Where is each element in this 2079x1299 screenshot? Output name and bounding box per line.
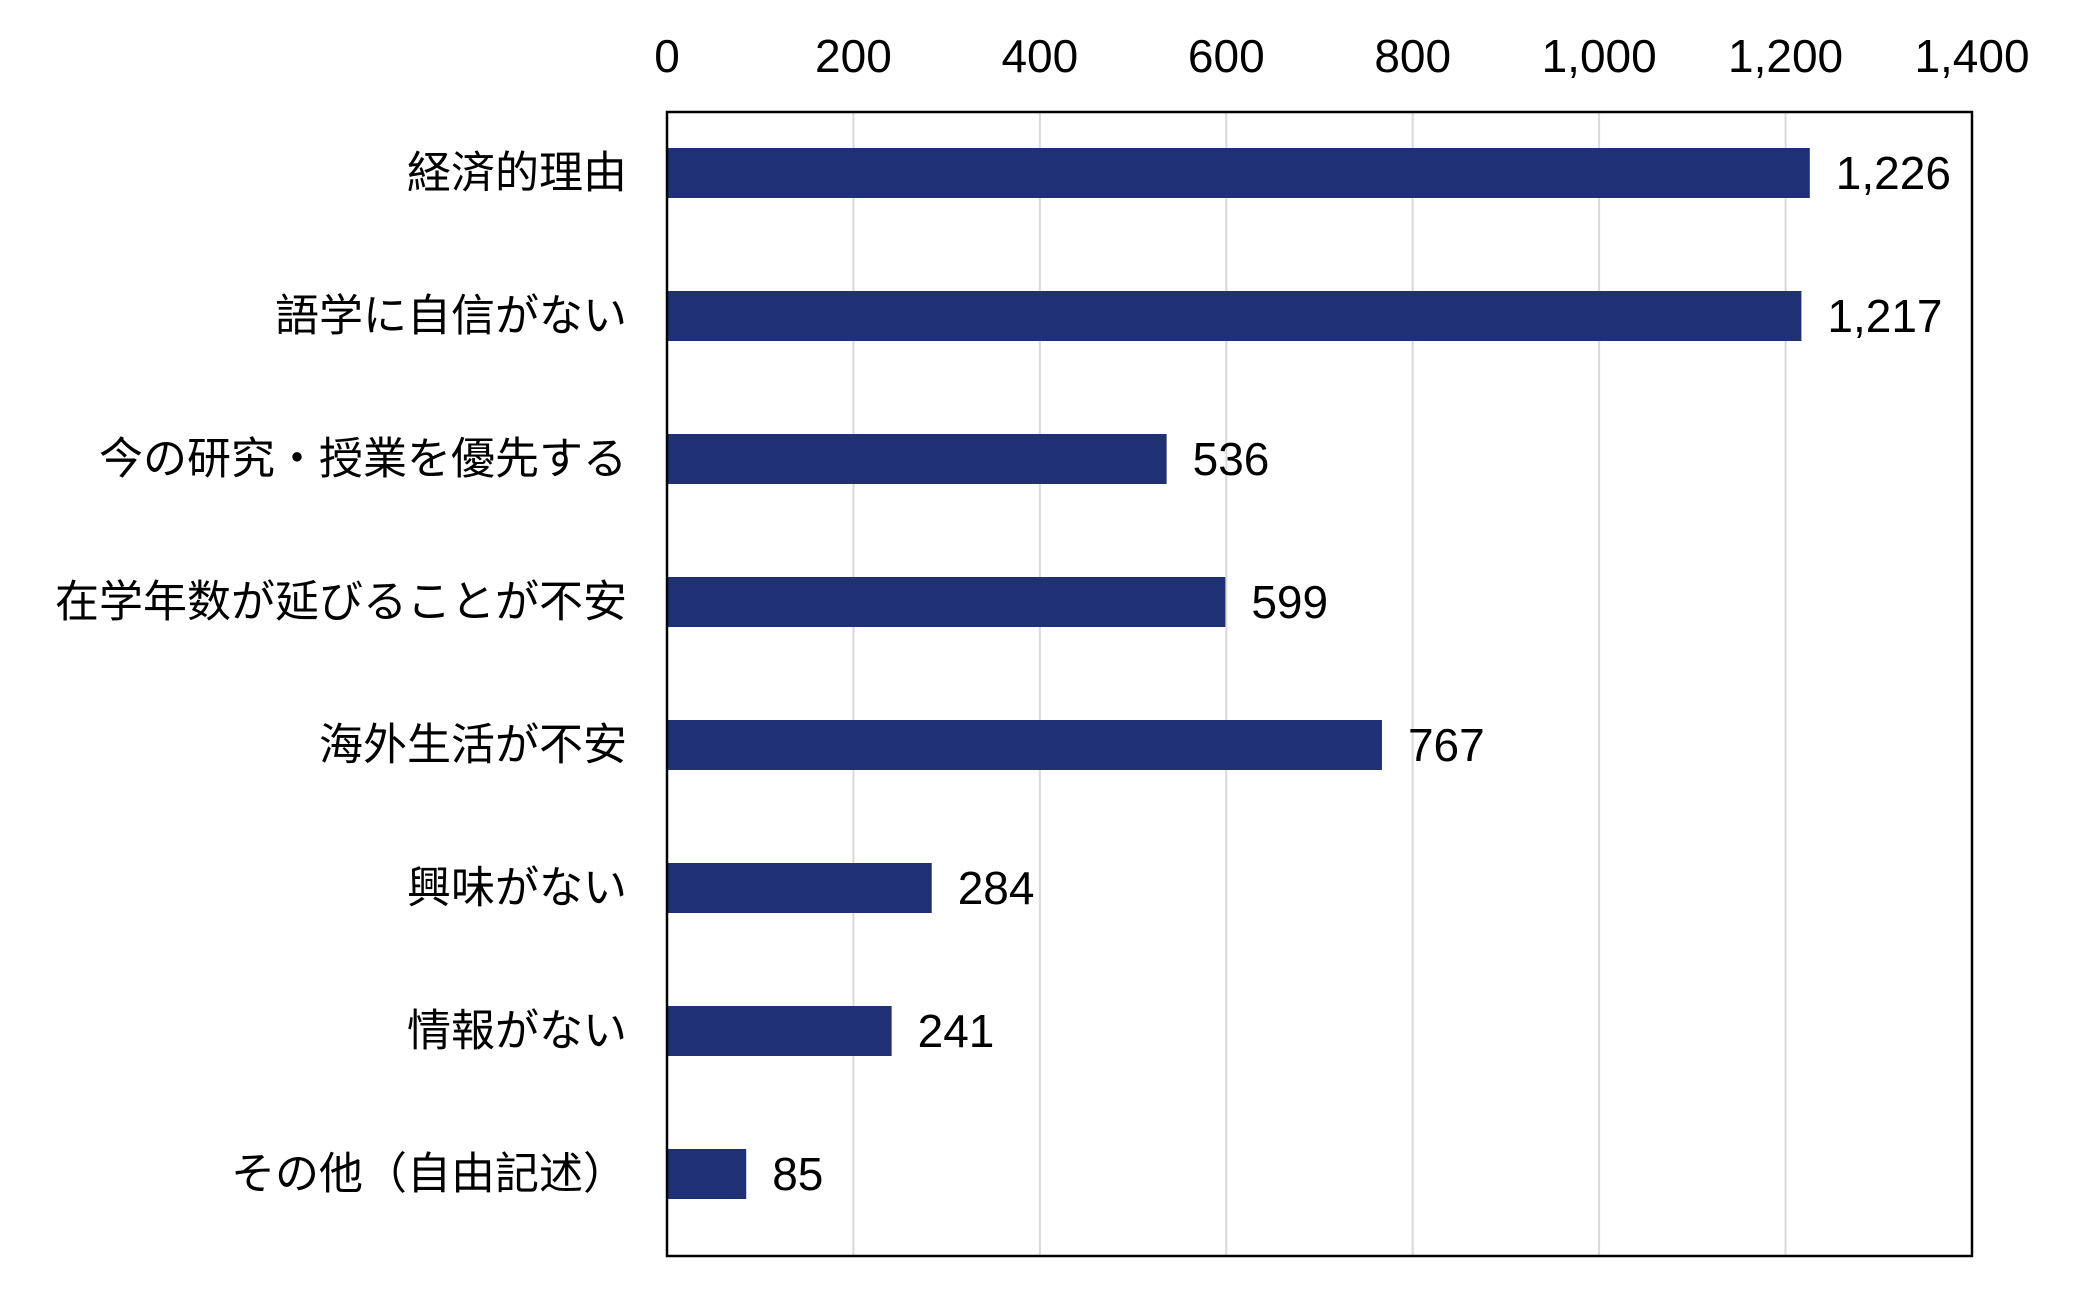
bar-value-label: 536	[1193, 433, 1270, 485]
category-label: 経済的理由	[407, 148, 627, 199]
bars	[667, 148, 1810, 1199]
bar-value-label: 1,226	[1836, 147, 1951, 199]
bar-value-label: 284	[958, 862, 1035, 914]
bar-value-label: 599	[1251, 576, 1328, 628]
x-tick-label: 400	[1001, 30, 1078, 82]
grid-lines	[852, 112, 1787, 1256]
x-tick-label: 1,400	[1914, 30, 2029, 82]
bar-value-label: 1,217	[1827, 290, 1942, 342]
bar-value-label: 767	[1408, 719, 1485, 771]
bar	[667, 291, 1802, 341]
x-axis-tick-labels: 0 200 400 600 800 1,000 1,200 1,400	[654, 30, 2029, 82]
y-axis-category-labels: 経済的理由語学に自信がない今の研究・授業を優先する在学年数が延びることが不安海外…	[55, 148, 627, 1200]
category-label: 海外生活が不安	[319, 720, 627, 771]
bar	[667, 148, 1810, 198]
category-label: 興味がない	[407, 863, 627, 914]
x-tick-label: 200	[815, 30, 892, 82]
x-tick-label: 1,000	[1542, 30, 1657, 82]
bar-value-label: 85	[772, 1148, 823, 1200]
bar	[667, 1006, 892, 1056]
bar-value-labels: 1,226 1,217 536 599 767 284 241 85	[772, 147, 1951, 1200]
bar	[667, 863, 932, 913]
x-tick-label: 0	[654, 30, 680, 82]
bar	[667, 577, 1226, 627]
bar	[667, 1149, 747, 1199]
x-tick-label: 1,200	[1728, 30, 1843, 82]
x-tick-label: 800	[1374, 30, 1451, 82]
category-label: 今の研究・授業を優先する	[99, 434, 627, 485]
category-label: その他（自由記述）	[231, 1149, 627, 1200]
category-label: 情報がない	[407, 1006, 627, 1057]
bar-value-label: 241	[918, 1005, 995, 1057]
category-label: 語学に自信がない	[275, 291, 627, 342]
bar	[667, 720, 1382, 770]
bar	[667, 434, 1167, 484]
plot-frame	[665, 110, 1974, 1258]
x-tick-label: 600	[1188, 30, 1265, 82]
category-label: 在学年数が延びることが不安	[55, 577, 627, 628]
